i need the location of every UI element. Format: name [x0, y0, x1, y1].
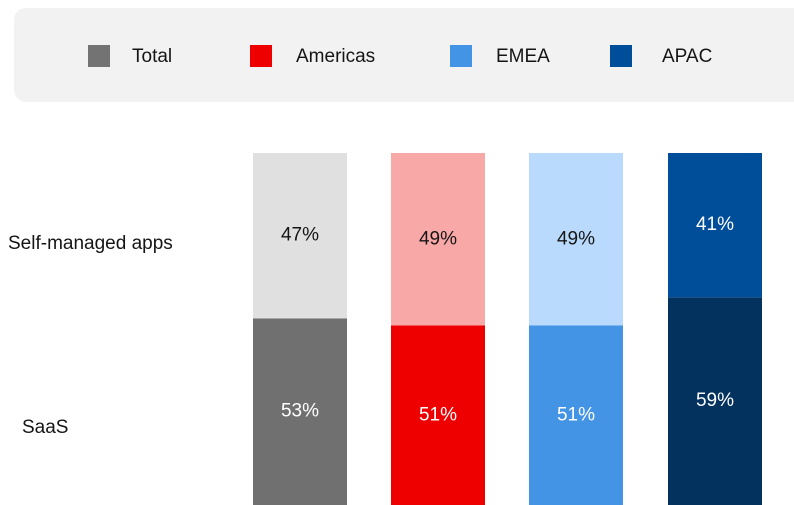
bar-segment	[529, 153, 623, 326]
legend-swatch	[450, 45, 472, 67]
legend-swatch	[88, 45, 110, 67]
data-label: 51%	[419, 404, 457, 425]
bar-segment	[253, 318, 347, 505]
data-label: 47%	[281, 225, 319, 246]
bar-segment	[668, 297, 762, 505]
legend-label: Total	[132, 46, 172, 67]
data-label: 51%	[557, 404, 595, 425]
legend-box	[14, 8, 794, 102]
bar-segment	[391, 325, 485, 505]
bar-segment	[391, 153, 485, 326]
data-label: 53%	[281, 401, 319, 422]
bar-segment	[668, 153, 762, 298]
row-label: Self-managed apps	[8, 233, 173, 254]
data-label: 49%	[419, 228, 457, 249]
data-label: 49%	[557, 228, 595, 249]
legend-label: EMEA	[496, 46, 550, 67]
legend-swatch	[610, 45, 632, 67]
row-label: SaaS	[22, 417, 68, 438]
legend-label: APAC	[662, 46, 712, 67]
bar-segment	[529, 325, 623, 505]
data-label: 59%	[696, 390, 734, 411]
data-label: 41%	[696, 214, 734, 235]
legend-swatch	[250, 45, 272, 67]
bar-segment	[253, 153, 347, 319]
legend-label: Americas	[296, 46, 375, 67]
